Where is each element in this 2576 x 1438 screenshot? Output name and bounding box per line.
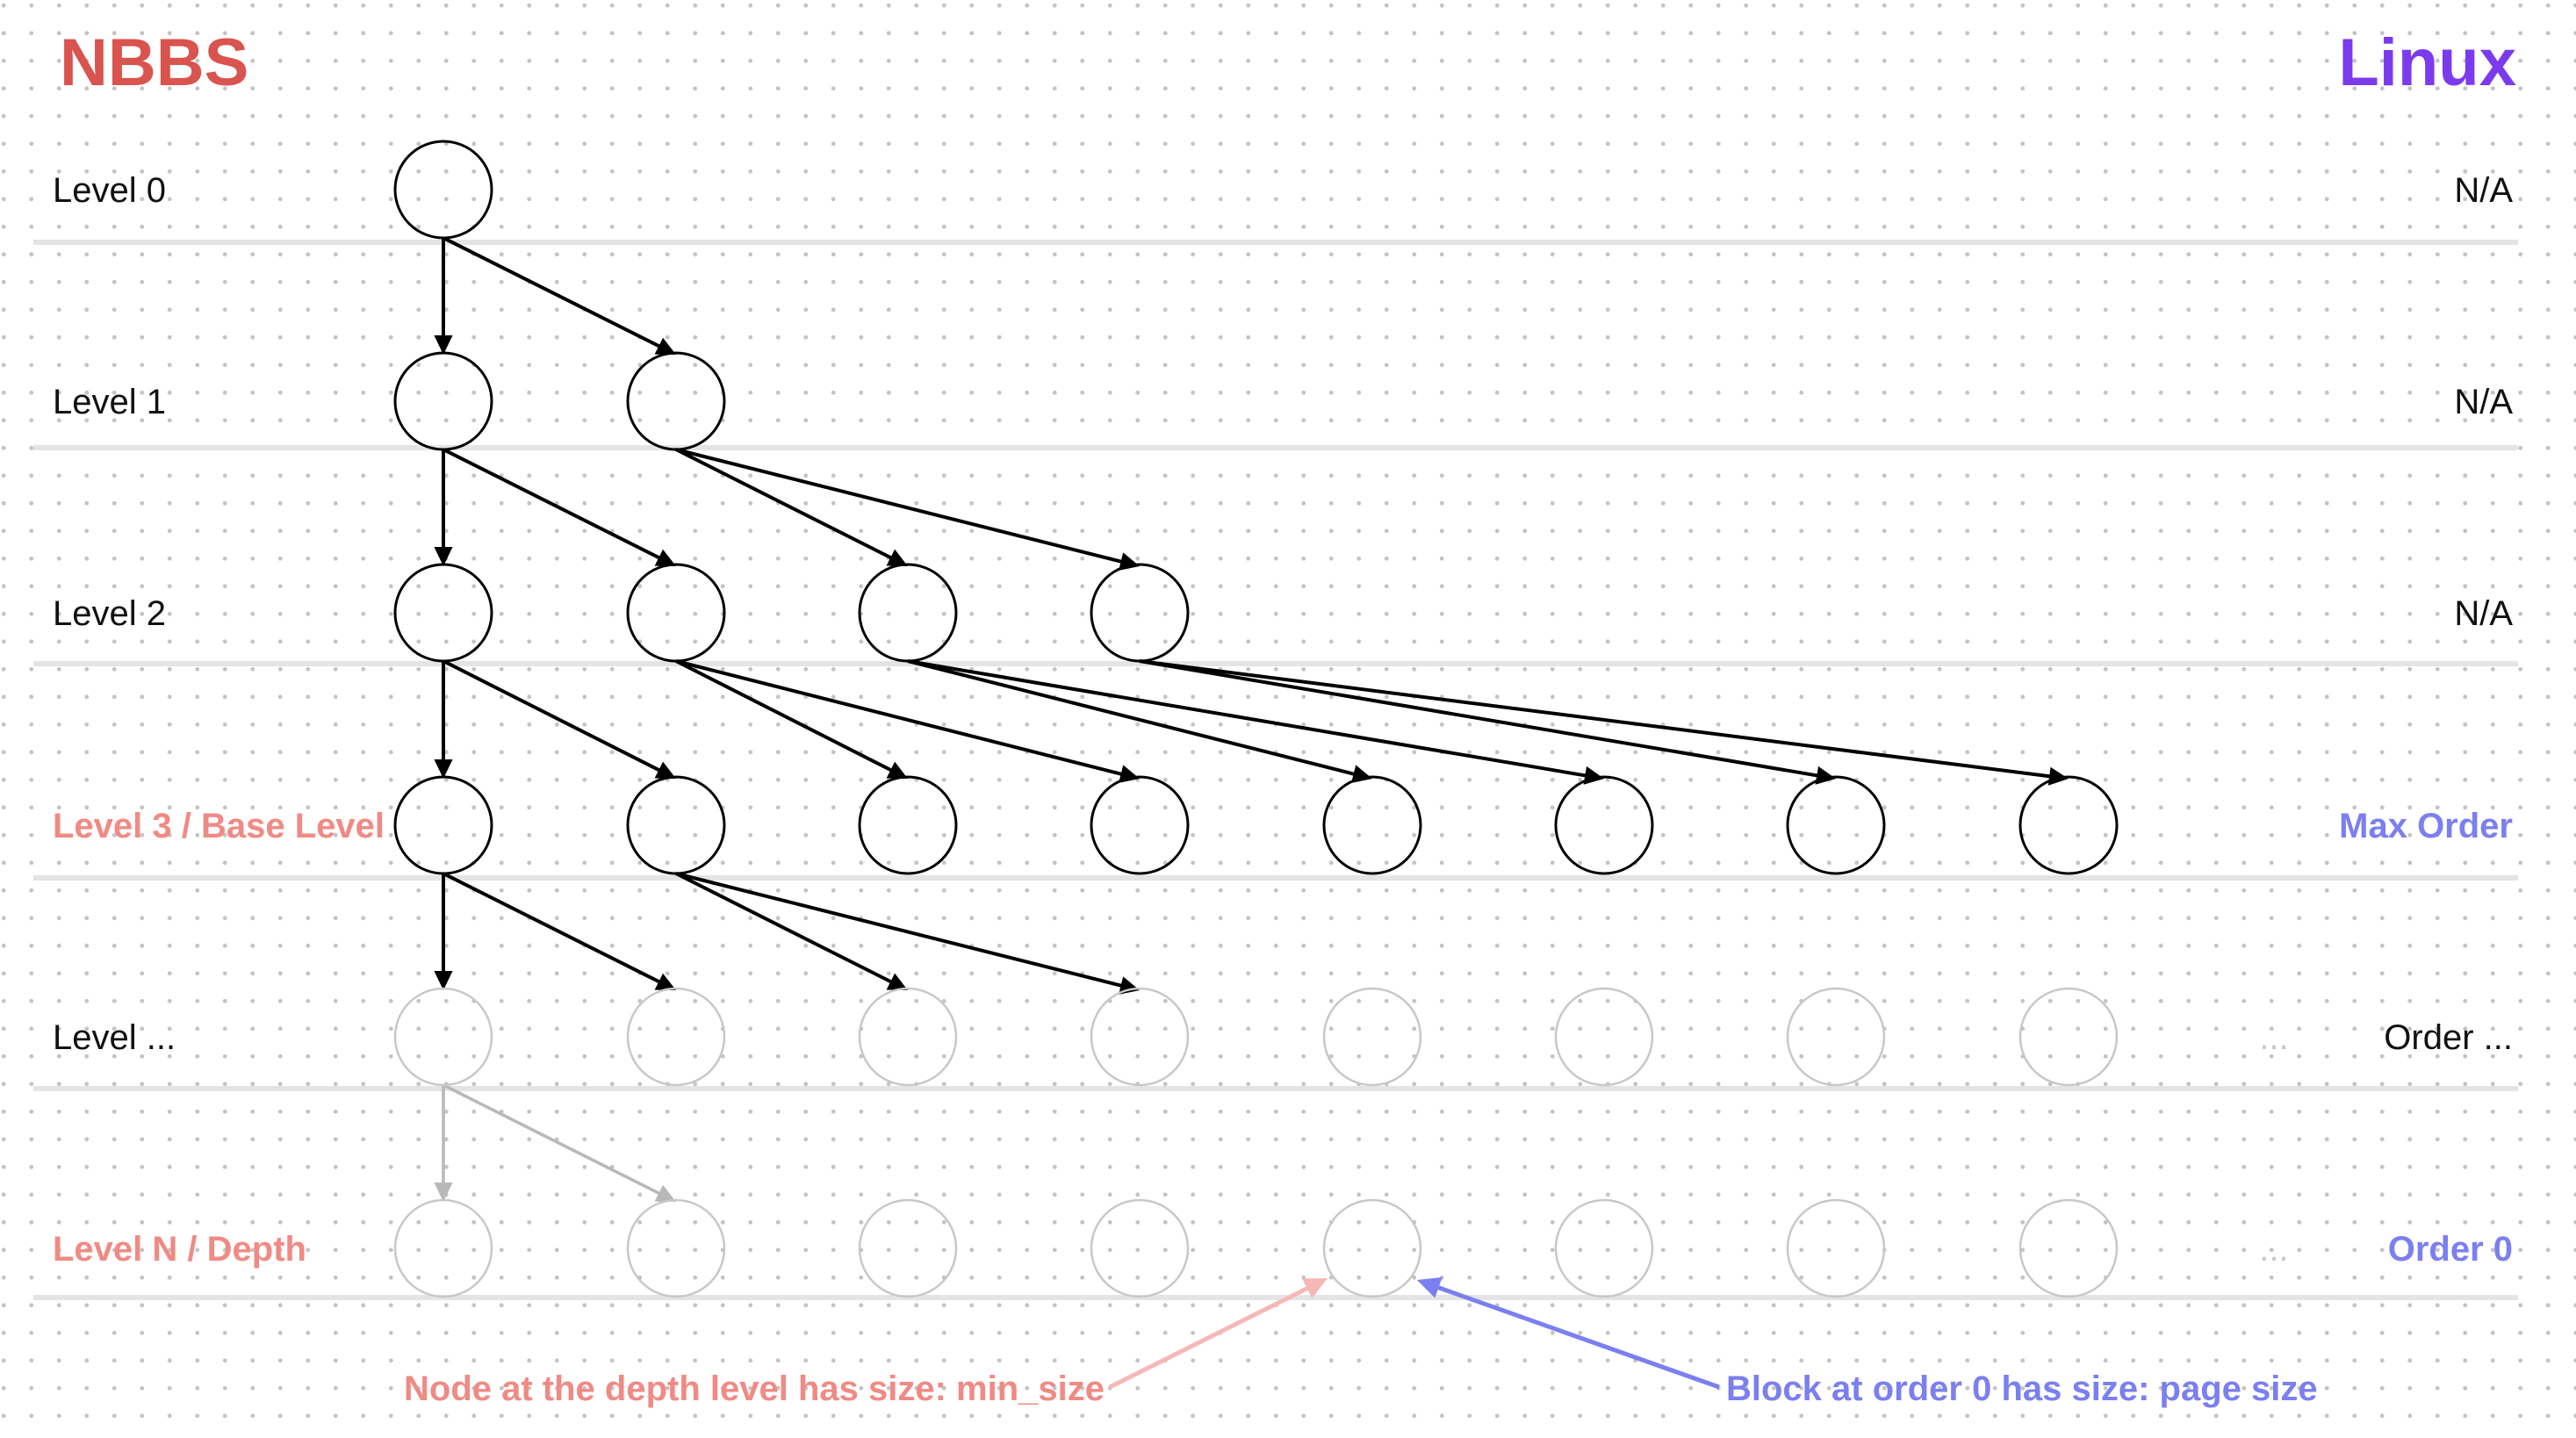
nbbs-header: NBBS	[60, 25, 248, 100]
tree-node	[2018, 775, 2119, 875]
arrowhead	[654, 761, 676, 779]
tree-edge	[675, 448, 1128, 565]
tree-edge	[443, 872, 666, 987]
tree-node	[858, 775, 958, 875]
tree-node	[393, 1198, 493, 1298]
tree-edge	[675, 872, 1128, 989]
arrowhead	[434, 335, 453, 355]
order-label: Order ...	[2384, 1018, 2513, 1057]
tree-node	[393, 563, 493, 663]
tree-edges	[434, 236, 2069, 1202]
arrowhead	[434, 759, 453, 779]
arrowhead	[1302, 1278, 1328, 1298]
tree-node	[1786, 987, 1886, 1087]
level-label: Level 2	[53, 594, 166, 633]
tree-edge	[675, 448, 898, 563]
tree-edge	[443, 659, 666, 775]
tree-node	[858, 563, 958, 663]
tree-node	[1786, 775, 1886, 875]
arrowhead	[654, 1184, 676, 1202]
linux-header: Linux	[2338, 25, 2516, 100]
depth-note-arrow	[1108, 1283, 1315, 1390]
tree-node	[1786, 1198, 1886, 1298]
tree-node	[1322, 987, 1422, 1087]
tree-node	[393, 987, 493, 1087]
order-label: N/A	[2454, 594, 2513, 633]
level-label: Level ...	[53, 1018, 176, 1057]
tree-node	[1554, 987, 1654, 1087]
tree-edge	[443, 448, 666, 563]
tree-node	[1322, 775, 1422, 875]
tree-edge	[443, 236, 666, 351]
tree-node	[1322, 1198, 1422, 1298]
tree-node	[393, 351, 493, 451]
tree-edge	[907, 659, 1361, 778]
arrowhead	[434, 971, 453, 990]
level-labels: Level 0 N/A Level 1 N/A Level 2 N/A Level 3 / …	[53, 171, 2513, 1269]
tree-edge	[675, 872, 898, 987]
level-separators	[33, 240, 2518, 1300]
tree-edge	[1139, 659, 1824, 779]
tree-node	[626, 351, 726, 451]
tree-node	[1090, 1198, 1190, 1298]
arrowhead	[886, 761, 908, 779]
arrowhead	[886, 973, 908, 990]
tree-edge	[443, 1083, 666, 1198]
arrowhead	[654, 549, 676, 566]
level-label: Level 1	[53, 383, 166, 421]
ellipsis-marker: ...	[2259, 1230, 2288, 1269]
arrowhead	[434, 547, 453, 566]
arrowhead	[1583, 766, 1604, 785]
size-annotations: Node at the depth level has size: min_si…	[404, 1276, 2318, 1408]
tree-nodes	[393, 140, 2119, 1298]
level-label: Level 0	[53, 171, 166, 210]
order-label: Order 0	[2388, 1230, 2513, 1269]
arrowhead	[886, 549, 908, 566]
level-label: Level 3 / Base Level	[53, 807, 385, 845]
tree-edge	[675, 659, 898, 775]
tree-node	[858, 1198, 958, 1298]
depth-size-note: Node at the depth level has size: min_si…	[404, 1370, 1105, 1408]
tree-node	[393, 775, 493, 875]
tree-node	[393, 140, 493, 240]
tree-node	[858, 987, 958, 1087]
order-label: Max Order	[2339, 807, 2513, 845]
tree-node	[1090, 987, 1190, 1087]
tree-node	[2018, 987, 2119, 1087]
level-label: Level N / Depth	[53, 1230, 306, 1269]
arrowhead	[2047, 766, 2069, 786]
arrowhead	[654, 973, 676, 990]
tree-node	[1554, 775, 1654, 875]
tree-edge	[1139, 659, 2057, 780]
order-label: N/A	[2454, 383, 2513, 421]
ellipsis-marker: ...	[2259, 1018, 2288, 1057]
tree-node	[626, 987, 726, 1087]
tree-node	[626, 1198, 726, 1298]
order0-note-arrow	[1431, 1283, 1720, 1390]
tree-node	[626, 563, 726, 663]
arrowhead	[1815, 766, 1836, 785]
order-label: N/A	[2454, 171, 2513, 210]
tree-node	[1554, 1198, 1654, 1298]
tree-node	[1090, 563, 1190, 663]
tree-edge	[675, 659, 1128, 778]
arrowhead	[654, 337, 676, 355]
tree-node	[626, 775, 726, 875]
tree-node	[1090, 775, 1190, 875]
tree-edge	[907, 659, 1593, 779]
arrowhead	[1417, 1276, 1443, 1298]
tree-node	[2018, 1198, 2119, 1298]
order0-size-note: Block at order 0 has size: page size	[1726, 1370, 2318, 1408]
arrowhead	[434, 1183, 453, 1202]
